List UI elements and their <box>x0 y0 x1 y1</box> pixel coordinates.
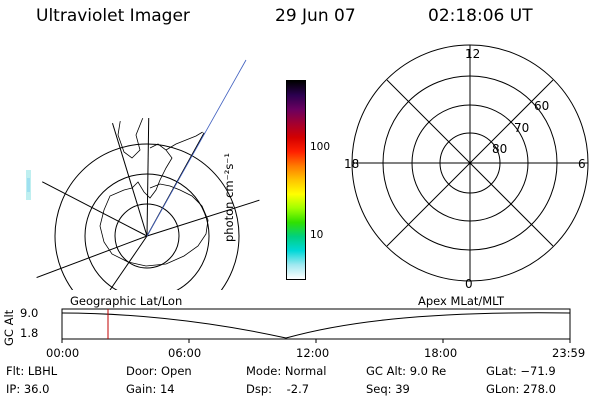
mlt-dusk-label: 18 <box>344 157 359 171</box>
apex-polar-plot: 12 0 18 6 60 70 80 <box>344 44 589 291</box>
mlt-midnight-label: 0 <box>465 277 473 291</box>
dsp-readout: Dsp: -2.7 <box>246 382 310 396</box>
mlat-70-label: 70 <box>514 121 529 135</box>
ytick-1-8: 1.8 <box>20 326 39 340</box>
app-title: Ultraviolet Imager <box>36 6 190 26</box>
mlat-80-label: 80 <box>492 142 507 156</box>
orbit-timeline <box>61 308 571 343</box>
colorbar-tick-10: 10 <box>310 229 324 241</box>
colorbar <box>286 80 306 280</box>
xtick-2359: 23:59 <box>552 346 586 360</box>
xtick-0000: 00:00 <box>46 346 80 360</box>
colorbar-unit-label: photon cm⁻²s⁻¹ <box>222 153 236 242</box>
mlat-60-label: 60 <box>534 99 549 113</box>
geographic-map <box>26 59 260 290</box>
mlt-noon-label: 12 <box>465 47 480 61</box>
gain-readout: Gain: 14 <box>126 382 175 396</box>
door-readout: Door: Open <box>126 364 192 378</box>
colorbar-tick-100: 100 <box>310 141 331 153</box>
apex-label: Apex MLat/MLT <box>418 294 505 308</box>
mode-readout: Mode: Normal <box>246 364 327 378</box>
gc-alt-readout: GC Alt: 9.0 Re <box>366 364 447 378</box>
mlt-dawn-label: 6 <box>578 157 586 171</box>
glat-readout: GLat: −71.9 <box>486 364 556 378</box>
ip-readout: IP: 36.0 <box>6 382 50 396</box>
seq-readout: Seq: 39 <box>366 382 410 396</box>
xtick-0600: 06:00 <box>168 346 202 360</box>
time-label: 02:18:06 UT <box>428 6 533 26</box>
filter-readout: Flt: LBHL <box>6 364 58 378</box>
xtick-1800: 18:00 <box>424 346 458 360</box>
xtick-1200: 12:00 <box>296 346 330 360</box>
geographic-label: Geographic Lat/Lon <box>70 294 183 308</box>
ytick-9: 9.0 <box>20 306 39 320</box>
date-label: 29 Jun 07 <box>275 6 356 26</box>
glon-readout: GLon: 278.0 <box>486 382 556 396</box>
